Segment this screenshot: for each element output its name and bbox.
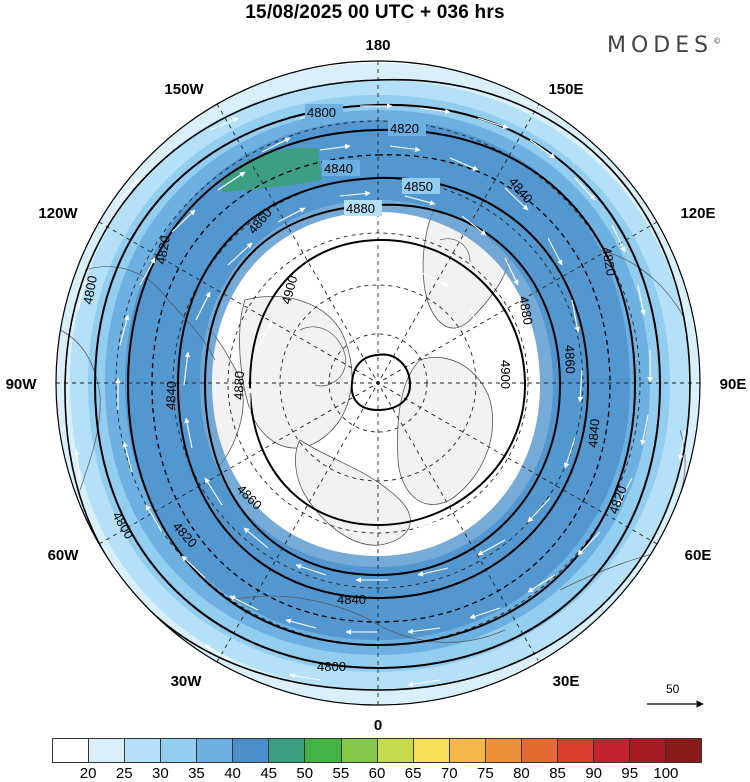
colorbar-tick-label: 75	[476, 765, 494, 782]
lon-label-60e: 60E	[685, 547, 712, 564]
contour-label: 4840	[163, 381, 179, 410]
colorbar-swatch	[593, 738, 630, 763]
brand-name: MODES	[607, 33, 714, 58]
colorbar-tick-label: 60	[368, 765, 386, 782]
contour-4880	[203, 203, 562, 577]
colorbar-tick-label: 90	[585, 765, 602, 782]
colorbar	[52, 738, 703, 763]
lon-label-120e: 120E	[680, 205, 715, 222]
colorbar-tick-label: 65	[404, 765, 422, 782]
height-contours	[64, 78, 691, 691]
contour-4860	[176, 176, 590, 600]
colorbar-swatch	[377, 738, 414, 763]
contour-label: 4880	[231, 371, 247, 400]
contour-label: 4800	[317, 659, 346, 674]
contour-4800	[64, 78, 691, 691]
contour-label: 4860	[562, 345, 578, 374]
contour-label: 4840	[337, 592, 366, 607]
colorbar-swatch	[161, 738, 198, 763]
contour-4900	[248, 238, 527, 527]
colorbar-swatch	[557, 738, 594, 763]
wind-shading	[56, 63, 700, 705]
colorbar-tick-label: 30	[151, 765, 169, 782]
contour-label: 4820	[390, 121, 419, 136]
colorbar-tick-label: 80	[513, 765, 530, 782]
contour-4820	[93, 103, 662, 670]
colorbar-tick-label: 45	[260, 765, 277, 782]
contour-label: 4880	[346, 201, 375, 216]
colorbar-swatch	[630, 738, 667, 763]
colorbar-tick-label: 95	[621, 765, 639, 782]
contour-label: 4800	[307, 105, 336, 120]
lon-label-60w: 60W	[48, 547, 80, 564]
contour-label: 4900	[278, 274, 300, 306]
colorbar-swatch	[233, 738, 270, 763]
colorbar-swatch	[341, 738, 378, 763]
lon-label-30w: 30W	[171, 673, 203, 690]
longitude-labels: 180 150E 120E 90E 60E 30E 0 30W 60W 90W …	[6, 37, 747, 734]
colorbar-tick-label: 85	[549, 765, 566, 782]
colorbar-ticks: 20 25 30 35 40 45 50 55 60 65 70 75 80 85 90 95 100	[52, 765, 702, 782]
lon-label-0: 0	[374, 717, 382, 734]
map-title: 15/08/2025 00 UTC + 036 hrs	[245, 2, 505, 23]
brand-mark: ©	[713, 36, 722, 46]
colorbar-swatch	[52, 738, 90, 763]
map-border	[55, 60, 701, 706]
colorbar-swatch	[666, 738, 703, 763]
lon-label-120w: 120W	[38, 205, 78, 222]
lon-label-150e: 150E	[548, 81, 583, 98]
colorbar-swatch	[125, 738, 162, 763]
colorbar-tick-label: 25	[115, 765, 133, 782]
lon-label-30e: 30E	[553, 673, 580, 690]
contour-label: 4840	[585, 418, 602, 448]
colorbar-tick-label: 50	[296, 765, 314, 782]
reference-vector-label: 50	[666, 682, 680, 696]
lon-label-90w: 90W	[6, 376, 38, 393]
colorbar-swatch	[413, 738, 450, 763]
contour-label: 4800	[80, 274, 100, 305]
colorbar-swatch	[197, 738, 234, 763]
colorbar-swatch	[485, 738, 522, 763]
colorbar-tick-label: 35	[188, 765, 205, 782]
colorbar-swatch	[521, 738, 558, 763]
lon-label-90e: 90E	[720, 376, 747, 393]
contour-inner	[350, 353, 412, 412]
contour-label: 4840	[324, 161, 353, 176]
colorbar-swatch	[449, 738, 486, 763]
contour-4840	[126, 128, 637, 647]
colorbar-tick-label: 40	[224, 765, 241, 782]
contour-label-group: 4800 4820 4840 4850 4880 4860 4900 4820 …	[80, 104, 630, 674]
contour-label: 4900	[498, 360, 513, 389]
contour-label: 4850	[404, 179, 433, 194]
polar-map: 4800 4820 4840 4850 4880 4860 4900 4820 …	[6, 37, 747, 734]
colorbar-swatch	[269, 738, 306, 763]
contour-label: 4820	[153, 234, 173, 265]
colorbar-swatch	[305, 738, 342, 763]
jet-max-patch	[222, 147, 322, 192]
lon-label-180: 180	[365, 37, 390, 54]
colorbar-swatch	[89, 738, 126, 763]
colorbar-tick-label: 100	[653, 765, 679, 782]
colorbar-tick-label: 55	[332, 765, 350, 782]
contour-4850	[151, 154, 611, 623]
reference-vector-arrow	[647, 700, 704, 708]
colorbar-tick-label: 70	[440, 765, 458, 782]
lon-label-150w: 150W	[164, 81, 204, 98]
colorbar-tick-label: 20	[79, 765, 97, 782]
contour-label: 4820	[599, 246, 619, 277]
brand-logo: MODES©	[607, 33, 721, 58]
contour-label: 4880	[516, 295, 536, 326]
